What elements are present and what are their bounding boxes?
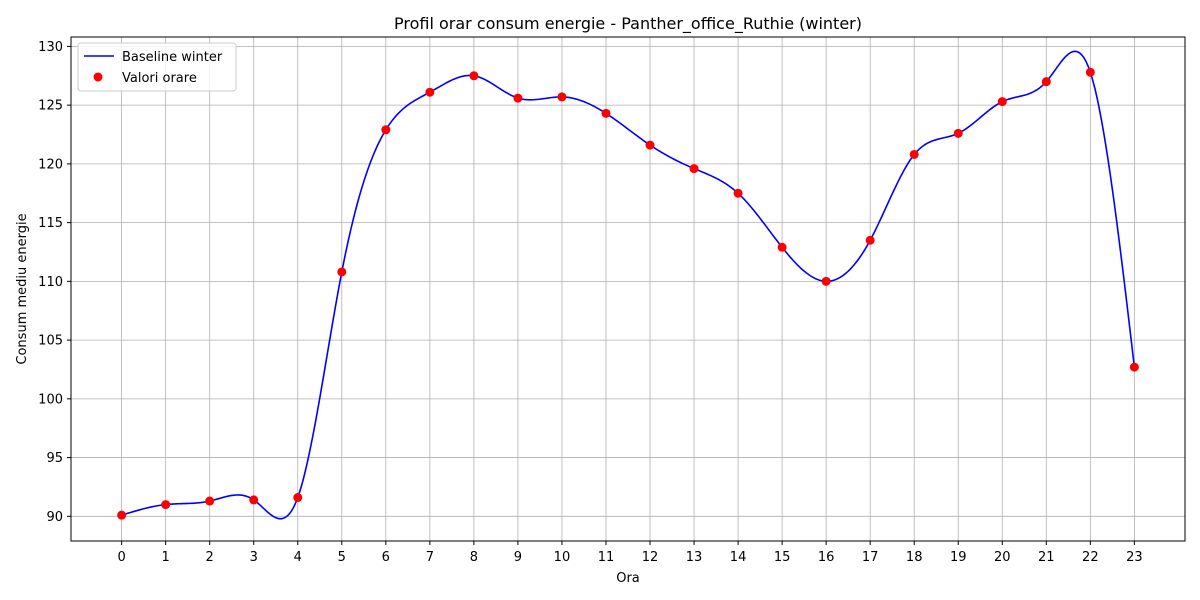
data-point — [293, 493, 303, 503]
x-tick-label: 13 — [686, 550, 703, 565]
x-tick-label: 23 — [1126, 550, 1143, 565]
x-tick-label: 0 — [117, 550, 125, 565]
x-tick-label: 14 — [730, 550, 747, 565]
x-tick-label: 16 — [818, 550, 835, 565]
x-tick-label: 15 — [774, 550, 791, 565]
y-tick-label: 95 — [46, 451, 63, 466]
data-point — [865, 235, 875, 245]
data-point — [909, 149, 919, 159]
y-axis-label: Consum mediu energie — [15, 213, 30, 364]
data-point — [161, 500, 171, 510]
data-point — [601, 108, 611, 118]
data-point — [953, 128, 963, 138]
x-tick-label: 8 — [470, 550, 478, 565]
data-point — [117, 510, 127, 520]
data-point — [733, 188, 743, 198]
x-axis-label: Ora — [616, 571, 640, 586]
x-tick-label: 22 — [1082, 550, 1099, 565]
data-point — [777, 242, 787, 252]
legend-label-line: Baseline winter — [122, 50, 223, 65]
x-tick-label: 4 — [294, 550, 302, 565]
y-axis: 90 95 100 105 110 115 120 125 130 — [38, 40, 71, 525]
y-tick-label: 90 — [46, 510, 63, 525]
x-axis: 0 1 2 3 4 5 6 7 8 9 10 11 12 13 14 15 16 17 18 19 20 21 22 23 — [117, 541, 1143, 565]
legend-label-scatter: Valori orare — [122, 71, 197, 86]
plot-frame — [70, 36, 1186, 542]
data-point — [1085, 67, 1095, 77]
x-tick-label: 3 — [250, 550, 258, 565]
x-tick-label: 5 — [338, 550, 346, 565]
data-point — [1129, 362, 1139, 372]
y-tick-label: 120 — [38, 157, 63, 172]
legend: Baseline winter Valori orare — [77, 42, 237, 92]
data-point — [337, 267, 347, 277]
x-tick-label: 12 — [642, 550, 659, 565]
series-layer — [117, 50, 1139, 520]
x-tick-label: 6 — [382, 550, 390, 565]
x-tick-label: 18 — [906, 550, 923, 565]
y-tick-label: 105 — [38, 334, 63, 349]
y-tick-label: 110 — [38, 275, 63, 290]
data-point — [997, 97, 1007, 107]
data-point — [645, 140, 655, 150]
legend-scatter-marker — [93, 72, 103, 82]
x-tick-label: 19 — [950, 550, 967, 565]
y-tick-label: 130 — [38, 40, 63, 55]
data-point — [513, 93, 523, 103]
x-tick-label: 11 — [598, 550, 615, 565]
x-tick-label: 9 — [514, 550, 522, 565]
x-tick-label: 21 — [1038, 550, 1055, 565]
x-tick-label: 10 — [554, 550, 571, 565]
data-point — [469, 71, 479, 81]
legend-box — [77, 42, 237, 92]
data-point — [381, 125, 391, 135]
data-point — [821, 276, 831, 286]
data-point — [425, 87, 435, 97]
data-point — [557, 92, 567, 102]
data-point — [205, 496, 215, 506]
y-tick-label: 115 — [38, 216, 63, 231]
data-point — [689, 164, 699, 174]
x-tick-label: 1 — [162, 550, 170, 565]
x-tick-label: 2 — [206, 550, 214, 565]
series-line-baseline — [121, 50, 1136, 520]
grid — [71, 37, 1185, 541]
x-tick-label: 20 — [994, 550, 1011, 565]
y-tick-label: 100 — [38, 392, 63, 407]
x-tick-label: 7 — [426, 550, 434, 565]
x-tick-label: 17 — [862, 550, 879, 565]
data-point — [1041, 77, 1051, 87]
data-point — [249, 495, 259, 505]
chart-title: Profil orar consum energie - Panther_off… — [394, 14, 862, 34]
y-tick-label: 125 — [38, 99, 63, 114]
